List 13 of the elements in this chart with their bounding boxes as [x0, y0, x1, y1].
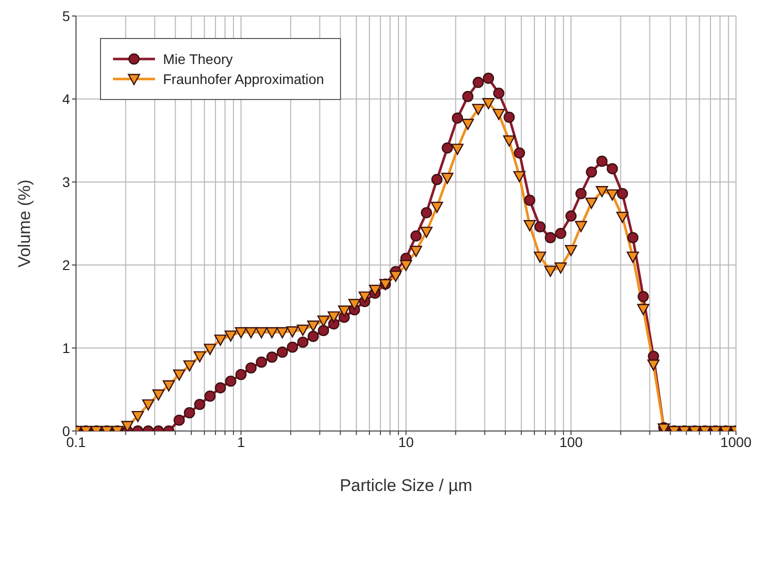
y-axis-title: Volume (%): [15, 180, 34, 268]
legend-label: Fraunhofer Approximation: [163, 71, 324, 87]
y-tick-label: 2: [62, 256, 70, 273]
x-tick-label: 1000: [720, 434, 752, 450]
legend-label: Mie Theory: [163, 51, 233, 67]
x-tick-label: 100: [559, 434, 583, 450]
y-tick-label: 5: [62, 8, 70, 24]
x-tick-label: 10: [398, 434, 414, 450]
x-tick-label: 1: [237, 434, 246, 450]
y-tick-label: 4: [62, 90, 70, 107]
y-tick-label: 1: [62, 340, 70, 356]
x-axis-title: Particle Size / µm: [340, 476, 472, 495]
y-tick-label: 3: [62, 174, 70, 190]
